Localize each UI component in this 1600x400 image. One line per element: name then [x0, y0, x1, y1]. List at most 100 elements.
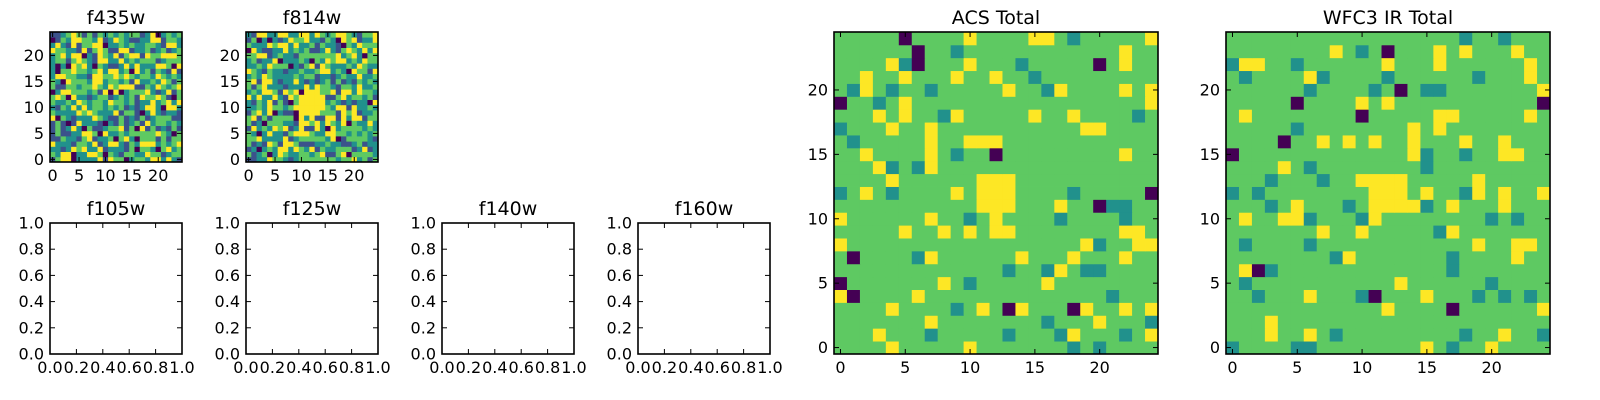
- heatmap-cell: [304, 58, 310, 64]
- heatmap-cell: [1485, 289, 1499, 303]
- heatmap-cell: [367, 151, 374, 158]
- heatmap-cell: [924, 250, 939, 265]
- x-tick-label: 20: [1090, 358, 1110, 377]
- heatmap-cell: [1446, 160, 1460, 175]
- heatmap-cell: [171, 32, 178, 38]
- heatmap-cell: [335, 136, 342, 142]
- heatmap-cell: [1524, 96, 1538, 110]
- x-tick-label: 0.6: [508, 358, 533, 377]
- heatmap-cell: [60, 84, 67, 90]
- heatmap-cell: [150, 136, 156, 142]
- heatmap-cell: [1303, 70, 1318, 84]
- panel-title: ACS Total: [952, 7, 1040, 29]
- heatmap-cell: [282, 130, 289, 137]
- heatmap-cell: [1511, 328, 1525, 342]
- heatmap-cell: [1002, 122, 1016, 136]
- heatmap-cell: [314, 146, 321, 152]
- heatmap-cell: [1251, 135, 1266, 149]
- heatmap-cell: [171, 110, 178, 116]
- heatmap-cell: [1002, 96, 1016, 110]
- empty-axes-area: [246, 223, 378, 354]
- heatmap-cell: [50, 47, 56, 54]
- heatmap-cell: [55, 78, 61, 85]
- heatmap-cell: [1251, 302, 1266, 316]
- heatmap-cell: [293, 110, 300, 116]
- heatmap-cell: [362, 151, 368, 158]
- heatmap-cell: [885, 147, 900, 162]
- heatmap-cell: [277, 78, 284, 85]
- heatmap-cell: [1329, 250, 1344, 265]
- heatmap-cell: [367, 94, 374, 100]
- heatmap-cell: [1459, 315, 1473, 329]
- heatmap-cell: [937, 135, 952, 149]
- heatmap-cell: [71, 156, 77, 163]
- heatmap-cell: [950, 122, 964, 136]
- heatmap-cell: [1407, 70, 1421, 84]
- heatmap-cell: [282, 110, 289, 116]
- heatmap-cell: [288, 120, 294, 126]
- heatmap-cell: [1355, 109, 1369, 123]
- heatmap-cell: [1446, 315, 1460, 329]
- heatmap-cell: [102, 47, 109, 54]
- heatmap-cell: [55, 58, 61, 64]
- heatmap-cell: [1524, 250, 1538, 265]
- heatmap-cell: [288, 141, 294, 147]
- heatmap-cell: [859, 263, 874, 278]
- heatmap-cell: [1524, 238, 1538, 252]
- heatmap-cell: [1067, 276, 1081, 290]
- heatmap-cell: [134, 99, 141, 106]
- heatmap-cell: [176, 94, 183, 100]
- heatmap-cell: [1472, 199, 1486, 213]
- heatmap-cell: [1226, 212, 1240, 226]
- heatmap-cell: [1264, 32, 1279, 46]
- heatmap-cell: [139, 136, 146, 142]
- heatmap-cell: [367, 73, 374, 80]
- heatmap-cell: [261, 99, 268, 106]
- heatmap-cell: [963, 250, 977, 265]
- heatmap-cell: [1041, 263, 1055, 278]
- heatmap-cell: [1093, 32, 1107, 46]
- heatmap-cell: [145, 89, 151, 95]
- heatmap-cell: [246, 110, 252, 116]
- panel-title: f105w: [87, 198, 146, 220]
- heatmap-cell: [261, 115, 268, 121]
- heatmap-cell: [1485, 328, 1499, 342]
- heatmap-cell: [1277, 32, 1292, 46]
- heatmap-cell: [1264, 109, 1279, 123]
- heatmap-cell: [1472, 250, 1486, 265]
- heatmap-cell: [1226, 289, 1240, 303]
- heatmap-cell: [1277, 212, 1292, 226]
- heatmap-cell: [1316, 160, 1331, 175]
- heatmap-cell: [341, 146, 347, 152]
- x-tick-label: 15: [1025, 358, 1045, 377]
- heatmap-cell: [1132, 315, 1146, 329]
- heatmap-cell: [1420, 302, 1434, 316]
- heatmap-cell: [1537, 57, 1551, 72]
- heatmap-cell: [1080, 122, 1094, 136]
- heatmap-cell: [1446, 328, 1460, 342]
- heatmap-cell: [885, 32, 900, 46]
- heatmap-cell: [898, 225, 913, 239]
- heatmap-cell: [1381, 122, 1395, 136]
- heatmap-cell: [885, 83, 900, 97]
- heatmap-cell: [1264, 70, 1279, 84]
- heatmap-cell: [155, 151, 162, 158]
- heatmap-cell: [911, 57, 926, 72]
- heatmap-cell: [60, 141, 67, 147]
- heatmap-cell: [272, 130, 279, 137]
- heatmap-cell: [325, 78, 331, 85]
- heatmap-cell: [1002, 225, 1016, 239]
- heatmap-cell: [92, 89, 98, 95]
- heatmap-cell: [1028, 212, 1042, 226]
- heatmap-cell: [1537, 302, 1551, 316]
- heatmap-cell: [139, 63, 146, 69]
- heatmap-cell: [1119, 341, 1133, 355]
- heatmap-cell: [309, 151, 316, 158]
- heatmap-cell: [1054, 186, 1068, 200]
- heatmap-cell: [139, 151, 146, 158]
- heatmap-cell: [288, 42, 294, 48]
- heatmap-cell: [251, 125, 257, 132]
- heatmap-cell: [1119, 238, 1133, 252]
- heatmap-cell: [86, 37, 93, 43]
